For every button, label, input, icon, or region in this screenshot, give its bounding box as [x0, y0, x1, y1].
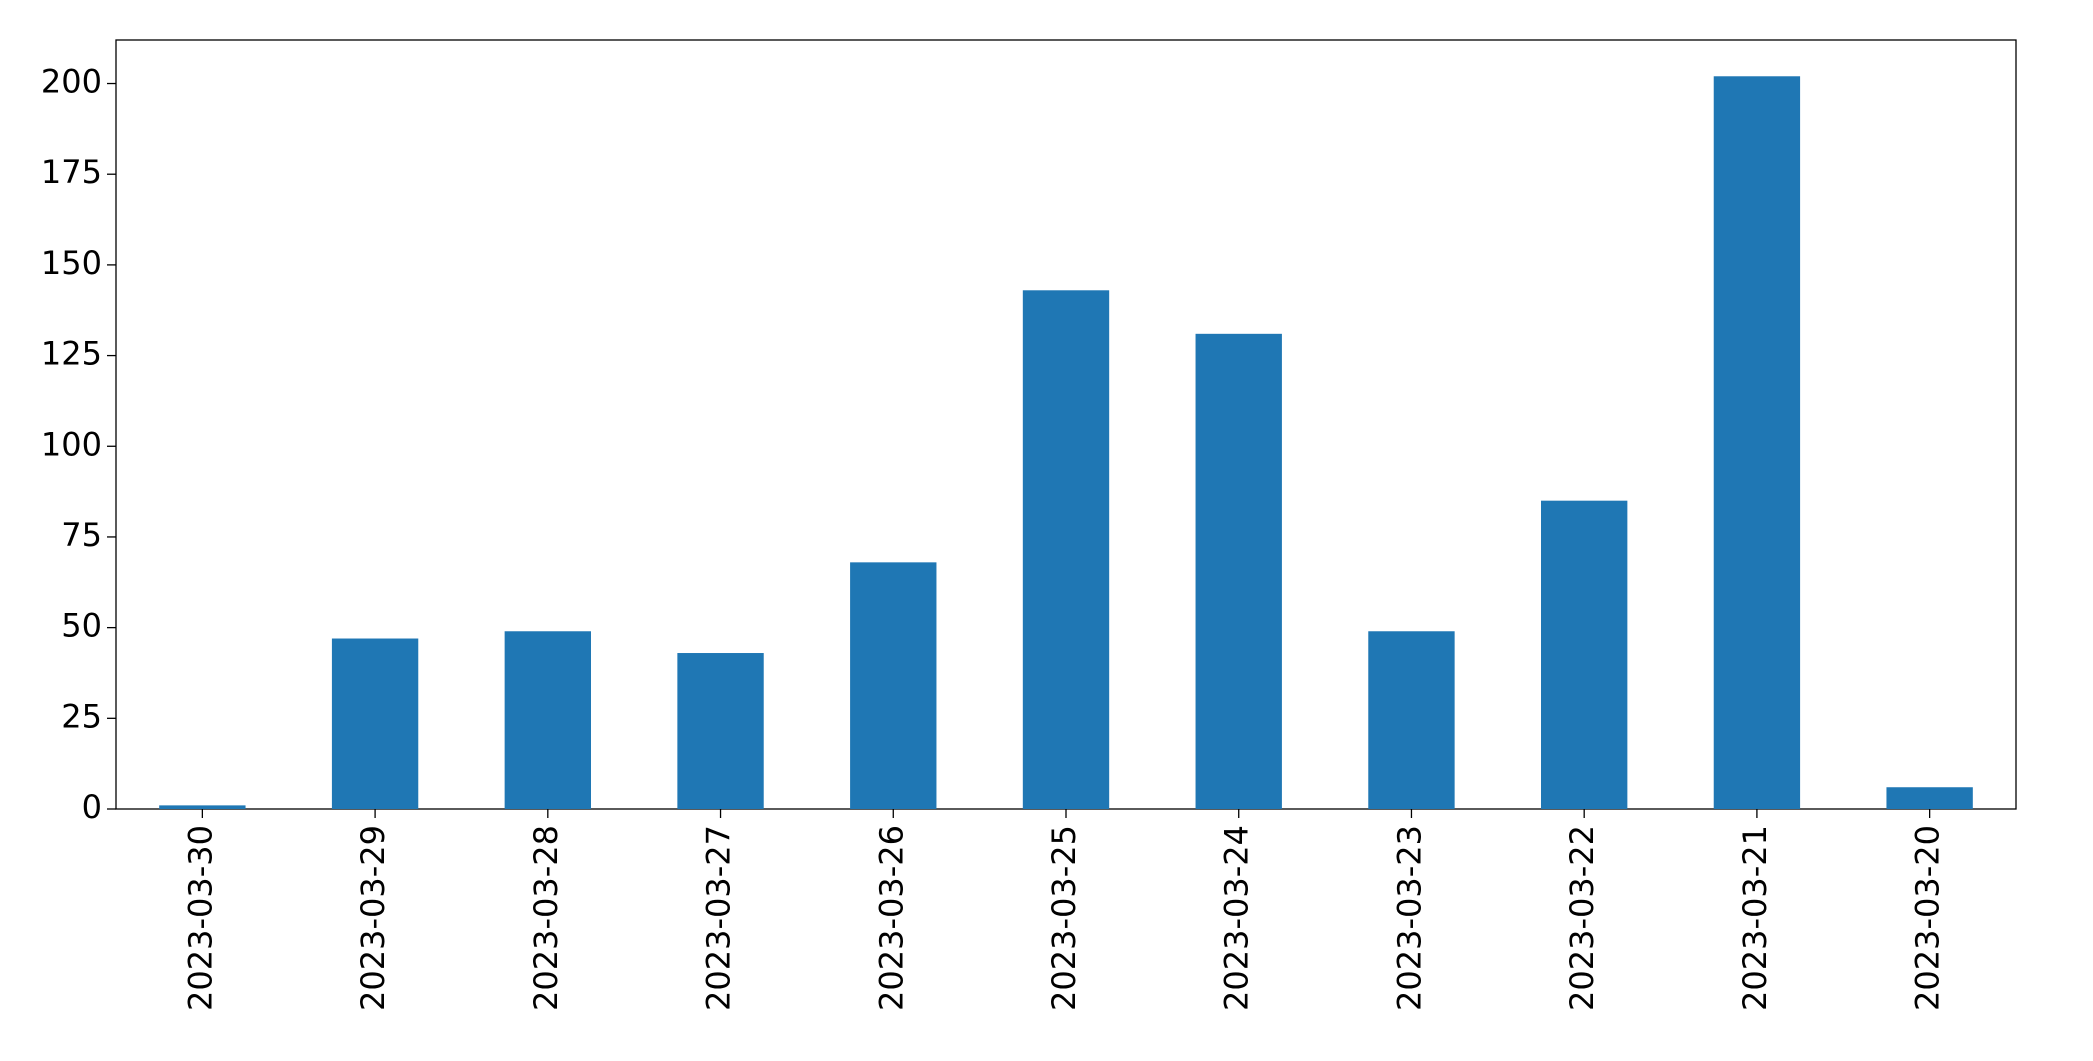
bar [1713, 76, 1801, 810]
x-tick-label: 2023-03-30 [181, 825, 219, 1011]
bar [850, 562, 937, 809]
y-tick-label: 200 [41, 63, 102, 101]
x-tick-label: 2023-03-26 [872, 825, 910, 1011]
bar [1195, 333, 1282, 809]
x-tick-label: 2023-03-21 [1736, 825, 1774, 1011]
bar [1886, 787, 1973, 809]
x-tick-label: 2023-03-29 [354, 825, 392, 1011]
x-tick-label: 2023-03-22 [1563, 825, 1601, 1011]
bar [331, 638, 419, 809]
bar [1541, 500, 1628, 809]
y-tick-label: 0 [82, 788, 102, 826]
bar [504, 631, 591, 809]
x-tick-label: 2023-03-24 [1218, 825, 1256, 1011]
bar [677, 653, 764, 809]
bar [1022, 290, 1110, 810]
bar [1368, 631, 1455, 809]
bar [159, 805, 246, 809]
x-tick-label: 2023-03-27 [700, 825, 738, 1011]
x-tick-label: 2023-03-28 [527, 825, 565, 1011]
y-tick-label: 150 [41, 244, 102, 282]
x-tick-label: 2023-03-25 [1045, 825, 1083, 1011]
y-tick-label: 100 [41, 425, 102, 463]
y-tick-label: 50 [61, 607, 102, 645]
x-tick-label: 2023-03-23 [1390, 825, 1428, 1011]
x-tick-label: 2023-03-20 [1909, 825, 1947, 1011]
y-tick-label: 175 [41, 153, 102, 191]
y-tick-label: 125 [41, 335, 102, 373]
y-tick-label: 75 [61, 516, 102, 554]
y-tick-label: 25 [61, 697, 102, 735]
